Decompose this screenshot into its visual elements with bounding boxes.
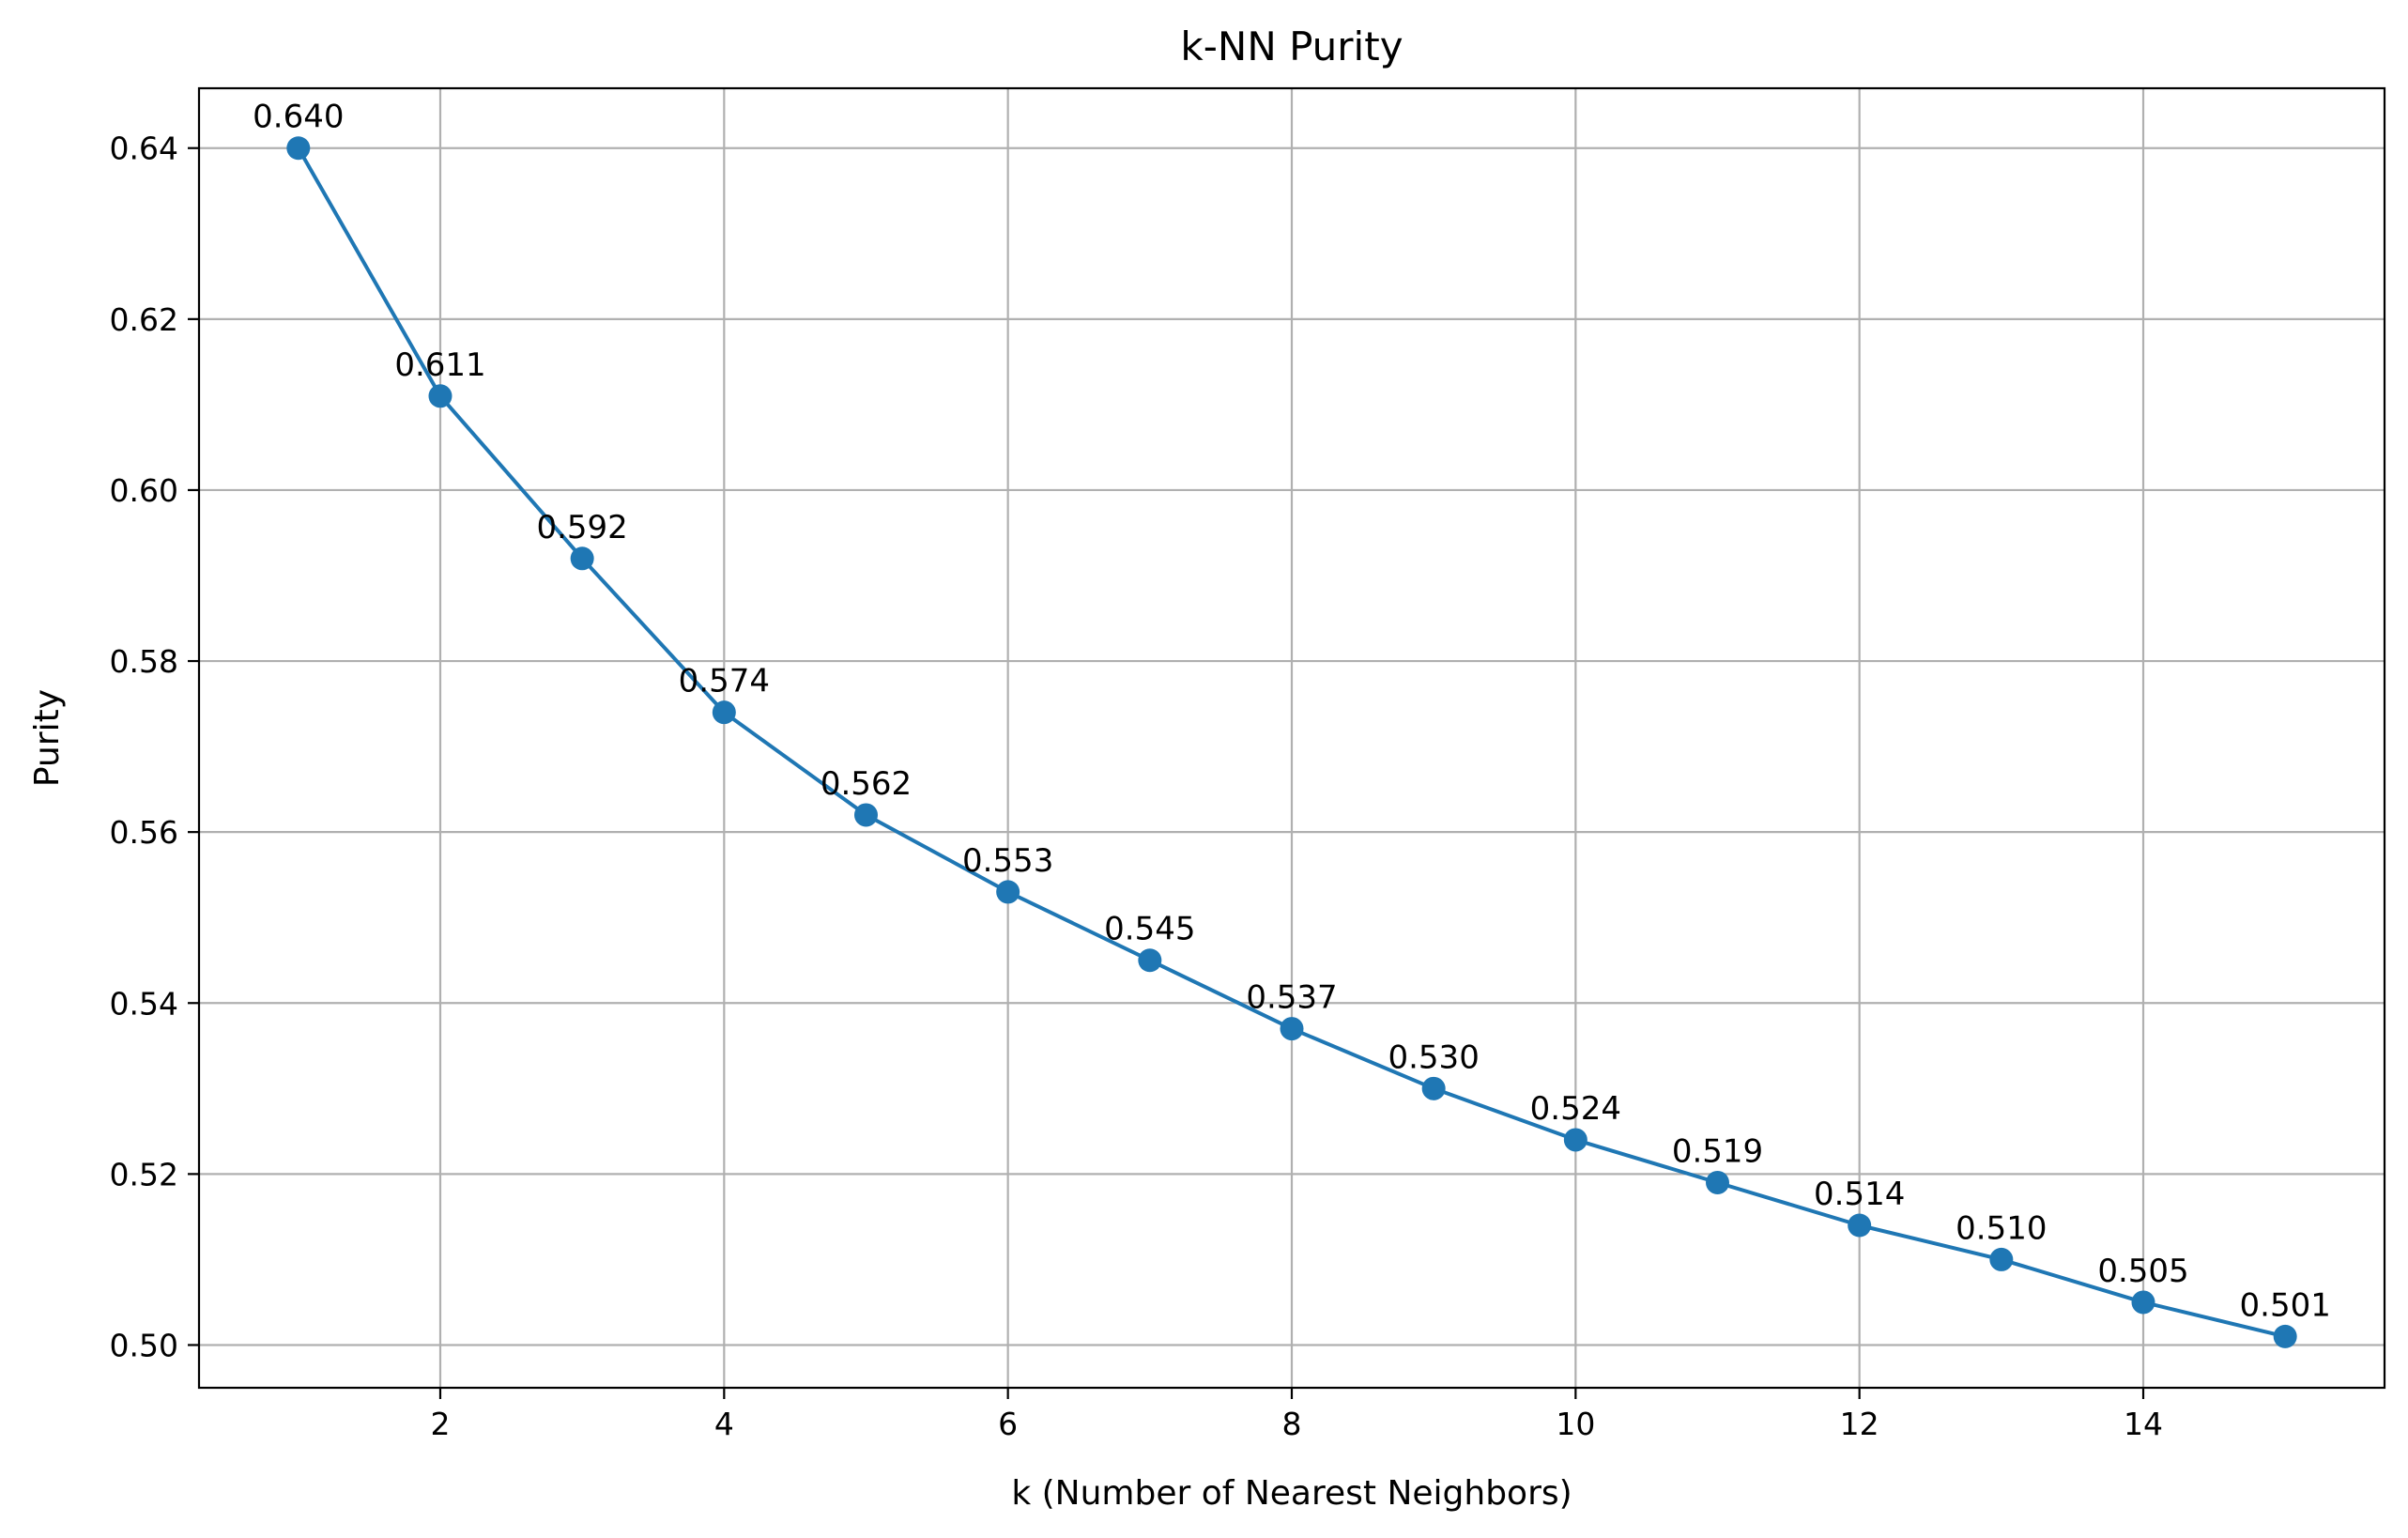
data-label: 0.611 xyxy=(394,346,485,384)
series-markers xyxy=(286,136,2297,1348)
data-label: 0.562 xyxy=(821,765,912,803)
data-point xyxy=(2131,1290,2155,1315)
data-label: 0.553 xyxy=(962,842,1053,880)
grid xyxy=(199,88,2385,1388)
data-label: 0.574 xyxy=(679,663,770,700)
x-tick-label: 10 xyxy=(1556,1406,1595,1442)
x-tick-label: 8 xyxy=(1282,1406,1302,1442)
x-tick-label: 14 xyxy=(2124,1406,2163,1442)
y-axis-ticks: 0.50 0.52 0.54 0.56 0.58 0.60 0.62 0.64 xyxy=(110,131,199,1363)
data-point xyxy=(1706,1170,1730,1194)
x-axis-label: k (Number of Nearest Neighbors) xyxy=(1011,1474,1572,1513)
data-point xyxy=(853,803,878,827)
y-axis-label: Purity xyxy=(28,689,67,787)
data-point xyxy=(712,700,736,725)
data-point xyxy=(1989,1247,2014,1271)
data-label: 0.537 xyxy=(1246,979,1337,1017)
x-tick-label: 12 xyxy=(1840,1406,1879,1442)
data-point xyxy=(428,384,452,408)
x-tick-label: 2 xyxy=(430,1406,450,1442)
y-tick-label: 0.60 xyxy=(110,472,178,509)
data-label: 0.501 xyxy=(2240,1286,2331,1324)
y-tick-label: 0.50 xyxy=(110,1327,178,1363)
data-point xyxy=(1421,1076,1446,1100)
data-label: 0.530 xyxy=(1388,1038,1479,1076)
data-label: 0.524 xyxy=(1530,1090,1621,1128)
data-label: 0.510 xyxy=(1956,1209,2047,1247)
data-point xyxy=(570,546,594,571)
chart-title: k-NN Purity xyxy=(1180,23,1403,69)
x-axis-ticks: 2 4 6 8 10 12 14 xyxy=(430,1388,2163,1442)
x-tick-label: 6 xyxy=(998,1406,1018,1442)
data-label: 0.519 xyxy=(1672,1132,1763,1170)
data-point xyxy=(286,136,311,161)
y-tick-label: 0.56 xyxy=(110,814,178,851)
y-tick-label: 0.52 xyxy=(110,1156,178,1192)
data-labels: 0.640 0.611 0.592 0.574 0.562 0.553 0.545 0.537… xyxy=(253,99,2331,1325)
data-point xyxy=(1563,1128,1587,1152)
data-point xyxy=(1138,948,1162,973)
y-tick-label: 0.62 xyxy=(110,301,178,338)
data-label: 0.505 xyxy=(2097,1253,2188,1290)
data-label: 0.514 xyxy=(1814,1176,1905,1213)
y-tick-label: 0.58 xyxy=(110,643,178,680)
data-label: 0.640 xyxy=(253,99,344,136)
data-label: 0.592 xyxy=(536,509,627,546)
y-tick-label: 0.54 xyxy=(110,985,178,1022)
x-tick-label: 4 xyxy=(714,1406,734,1442)
data-label: 0.545 xyxy=(1104,911,1195,948)
data-point xyxy=(996,880,1020,904)
data-point xyxy=(1280,1017,1304,1041)
y-tick-label: 0.64 xyxy=(110,131,178,167)
data-point xyxy=(1848,1213,1872,1238)
data-point xyxy=(2273,1324,2297,1348)
